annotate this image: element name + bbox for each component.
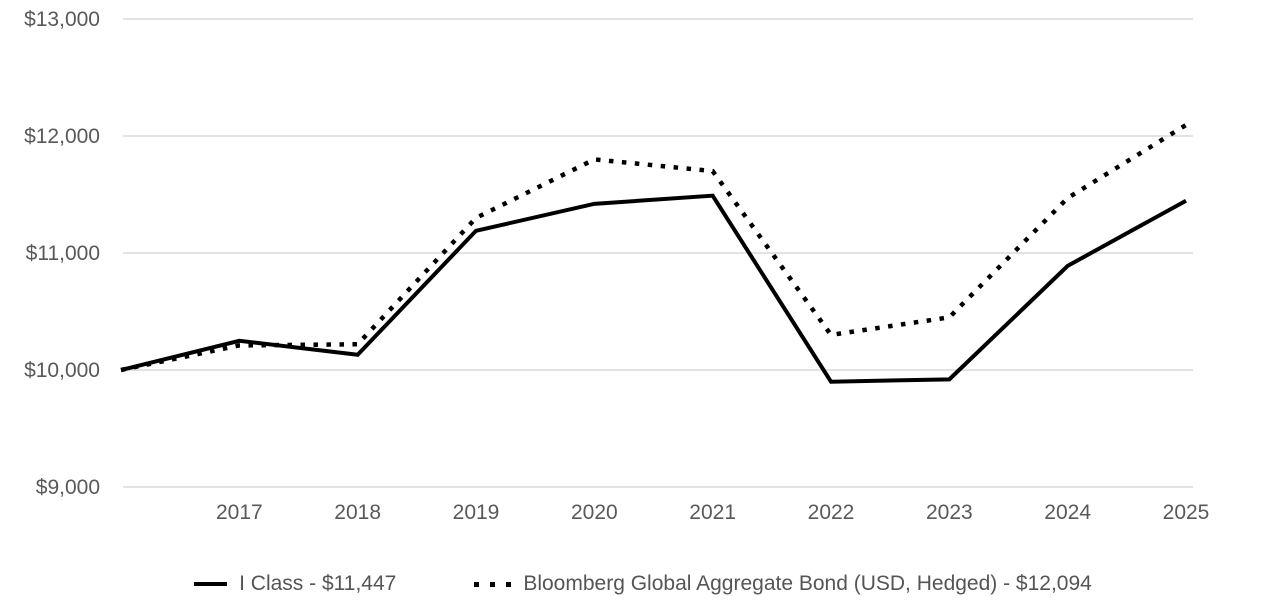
y-axis-label: $11,000	[26, 242, 100, 265]
x-axis-label: 2020	[571, 501, 618, 524]
series-line-benchmark	[120, 123, 1188, 373]
y-axis-label: $12,000	[24, 125, 100, 148]
legend-item-i-class: I Class - $11,447	[194, 572, 396, 596]
dotted-line-marker-icon	[474, 581, 512, 587]
series-line-i-class	[120, 193, 1187, 384]
solid-line-marker-icon	[194, 582, 228, 586]
y-axis-label: $9,000	[36, 476, 100, 499]
legend-item-benchmark: Bloomberg Global Aggregate Bond (USD, He…	[474, 572, 1092, 596]
x-axis-label: 2025	[1163, 501, 1210, 524]
legend-label-benchmark: Bloomberg Global Aggregate Bond (USD, He…	[523, 572, 1092, 595]
x-axis-label: 2018	[334, 501, 381, 524]
y-axis-label: $10,000	[24, 359, 100, 382]
chart-legend: I Class - $11,447 Bloomberg Global Aggre…	[0, 572, 1286, 596]
x-axis-label: 2024	[1044, 501, 1091, 524]
x-axis-label: 2023	[926, 501, 973, 524]
legend-label-i-class: I Class - $11,447	[239, 572, 397, 595]
x-axis-label: 2017	[216, 501, 263, 524]
x-axis-label: 2022	[808, 501, 855, 524]
line-chart-canvas: $9,000 $10,000 $11,000 $12,000 $13,000 2017 20…	[24, 8, 1210, 524]
x-axis-label: 2021	[689, 501, 736, 524]
x-axis-label: 2019	[453, 501, 500, 524]
y-axis-label: $13,000	[24, 8, 100, 31]
